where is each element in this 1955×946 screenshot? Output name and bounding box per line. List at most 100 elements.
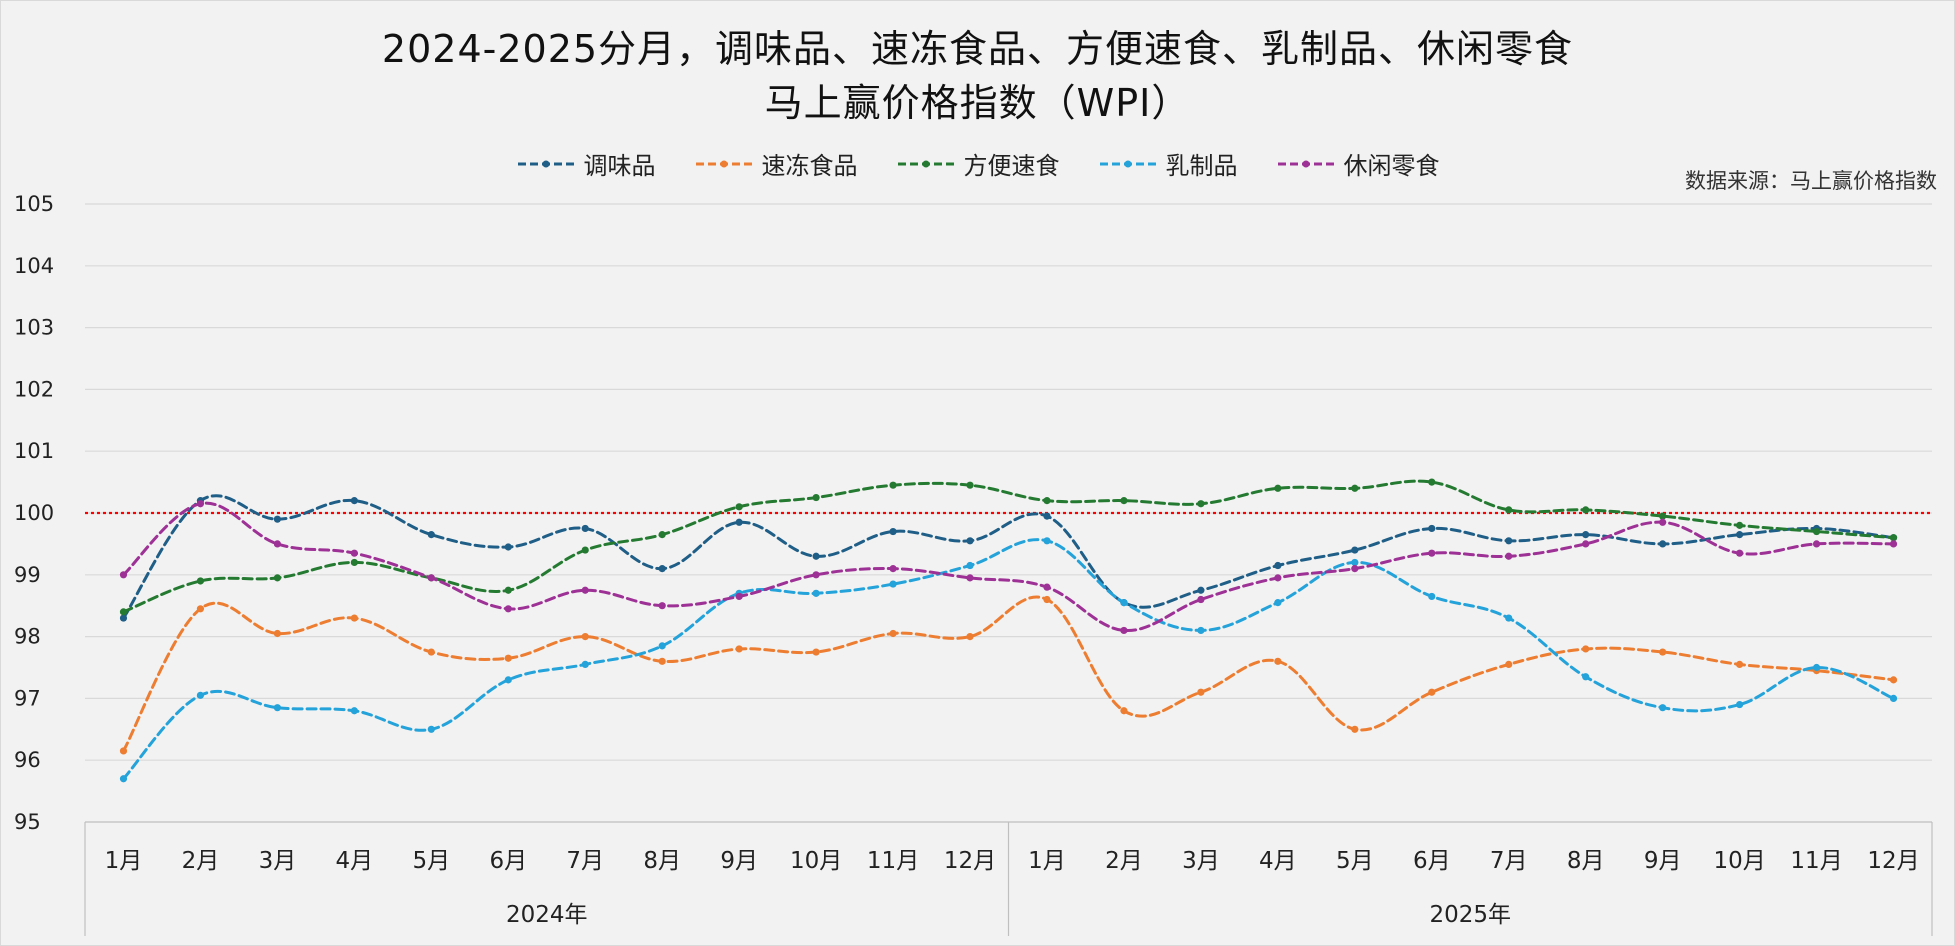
data-point-s2-12 <box>966 633 974 641</box>
x-tick-label: 9月 <box>1644 848 1682 874</box>
data-point-s5-24 <box>1889 540 1898 548</box>
data-point-s3-17 <box>1351 484 1359 492</box>
data-point-s3-14 <box>1120 497 1128 505</box>
legend-label: 休闲零食 <box>1343 152 1440 180</box>
x-tick-label: 11月 <box>867 848 919 874</box>
series-line-4 <box>121 538 1895 781</box>
data-point-s2-24 <box>1889 676 1898 684</box>
data-point-s5-14 <box>1120 626 1128 635</box>
data-point-s4-11 <box>889 580 897 588</box>
chart-title-line1: 2024-2025分月，调味品、速冻食品、方便速食、乳制品、休闲零食 <box>381 27 1574 71</box>
data-point-s4-21 <box>1659 704 1667 712</box>
y-tick-label-96: 96 <box>14 748 41 772</box>
x-tick-label: 1月 <box>1028 848 1066 874</box>
chart-legend: 调味品 速冻食品 方便速食 乳制品 休闲零食 <box>0 146 1955 181</box>
y-tick-label-99: 99 <box>14 563 41 587</box>
x-tick-label: 8月 <box>643 848 681 874</box>
data-point-s3-23 <box>1812 527 1821 536</box>
data-point-s5-4 <box>350 549 358 557</box>
data-point-s3-10 <box>812 493 820 502</box>
y-tick-label-103: 103 <box>14 316 54 340</box>
data-point-s1-1 <box>119 614 128 622</box>
data-point-s1-17 <box>1351 546 1359 554</box>
y-tick-label-101: 101 <box>14 439 54 463</box>
legend-label: 速冻食品 <box>761 152 858 180</box>
data-point-s4-15 <box>1197 626 1205 635</box>
data-point-s3-9 <box>735 503 743 511</box>
data-point-s2-16 <box>1274 657 1282 665</box>
data-point-s2-5 <box>427 648 435 656</box>
y-tick-label-95: 95 <box>14 810 41 834</box>
x-tick-label: 4月 <box>1259 848 1297 874</box>
x-tick-label: 5月 <box>412 848 450 874</box>
legend-swatch-marker <box>720 160 727 167</box>
chart-title-line2: 马上赢价格指数（WPI） <box>764 81 1191 125</box>
y-tick-label-98: 98 <box>14 625 41 649</box>
data-point-s5-17 <box>1351 565 1359 573</box>
data-point-s2-14 <box>1120 707 1128 715</box>
x-tick-label: 4月 <box>336 848 374 874</box>
x-tick-label: 10月 <box>790 848 842 874</box>
data-point-s3-1 <box>119 608 128 616</box>
data-point-s4-23 <box>1812 663 1821 672</box>
x-tick-label: 3月 <box>1182 848 1220 874</box>
data-point-s3-20 <box>1582 506 1590 514</box>
data-point-s1-13 <box>1043 512 1051 520</box>
data-point-s3-13 <box>1043 497 1051 505</box>
data-point-s3-4 <box>350 558 358 567</box>
data-point-s1-5 <box>427 531 435 539</box>
x-tick-label: 6月 <box>1413 848 1451 874</box>
data-point-s3-11 <box>889 481 897 489</box>
data-point-s1-12 <box>966 537 974 545</box>
data-point-s2-17 <box>1351 725 1359 733</box>
data-point-s5-9 <box>735 592 743 601</box>
data-point-s2-20 <box>1582 645 1590 653</box>
legend-item-1: 调味品 <box>516 146 656 181</box>
legend-swatch-marker <box>1302 160 1309 167</box>
data-point-s1-3 <box>273 515 281 523</box>
data-point-s5-13 <box>1043 583 1051 591</box>
y-tick-label-100: 100 <box>14 501 54 525</box>
data-point-s3-16 <box>1274 484 1282 492</box>
legend-item-3: 方便速食 <box>896 146 1060 181</box>
x-tick-label: 6月 <box>489 848 527 874</box>
data-point-s4-20 <box>1582 673 1590 681</box>
legend-swatch-icon <box>517 160 574 167</box>
legend-swatch-icon <box>897 160 954 167</box>
x-tick-label: 8月 <box>1567 848 1605 874</box>
x-tick-label: 12月 <box>1867 848 1919 874</box>
data-point-s1-22 <box>1736 531 1744 539</box>
data-point-s1-10 <box>812 552 820 560</box>
data-point-s4-12 <box>966 561 974 570</box>
data-point-s4-3 <box>273 704 281 712</box>
legend-swatch-icon <box>1099 160 1156 167</box>
data-point-s2-18 <box>1428 688 1436 696</box>
data-point-s3-15 <box>1197 500 1205 508</box>
data-point-s5-7 <box>581 586 589 594</box>
legend-label: 乳制品 <box>1165 152 1238 180</box>
data-point-s5-22 <box>1736 549 1744 557</box>
data-point-s4-8 <box>658 642 666 650</box>
data-point-s3-8 <box>658 531 666 539</box>
data-point-s1-16 <box>1274 561 1282 570</box>
data-point-s4-10 <box>812 589 820 597</box>
data-point-s5-11 <box>889 565 897 573</box>
data-point-s5-10 <box>812 571 820 579</box>
data-point-s5-6 <box>504 605 512 613</box>
data-point-s4-1 <box>119 775 128 783</box>
data-point-s1-9 <box>735 518 743 526</box>
data-point-s2-19 <box>1505 660 1513 669</box>
data-point-s1-7 <box>581 524 589 533</box>
data-point-s5-3 <box>273 540 281 548</box>
data-point-s4-2 <box>196 691 205 699</box>
data-point-s2-22 <box>1736 660 1744 669</box>
x-tick-label: 7月 <box>1490 848 1528 874</box>
legend-swatch-icon <box>695 160 752 167</box>
data-point-s1-19 <box>1505 537 1513 545</box>
data-point-s2-7 <box>581 633 589 641</box>
x-tick-label: 2月 <box>182 848 220 874</box>
data-point-s2-13 <box>1043 595 1051 604</box>
data-point-s1-6 <box>504 543 512 551</box>
